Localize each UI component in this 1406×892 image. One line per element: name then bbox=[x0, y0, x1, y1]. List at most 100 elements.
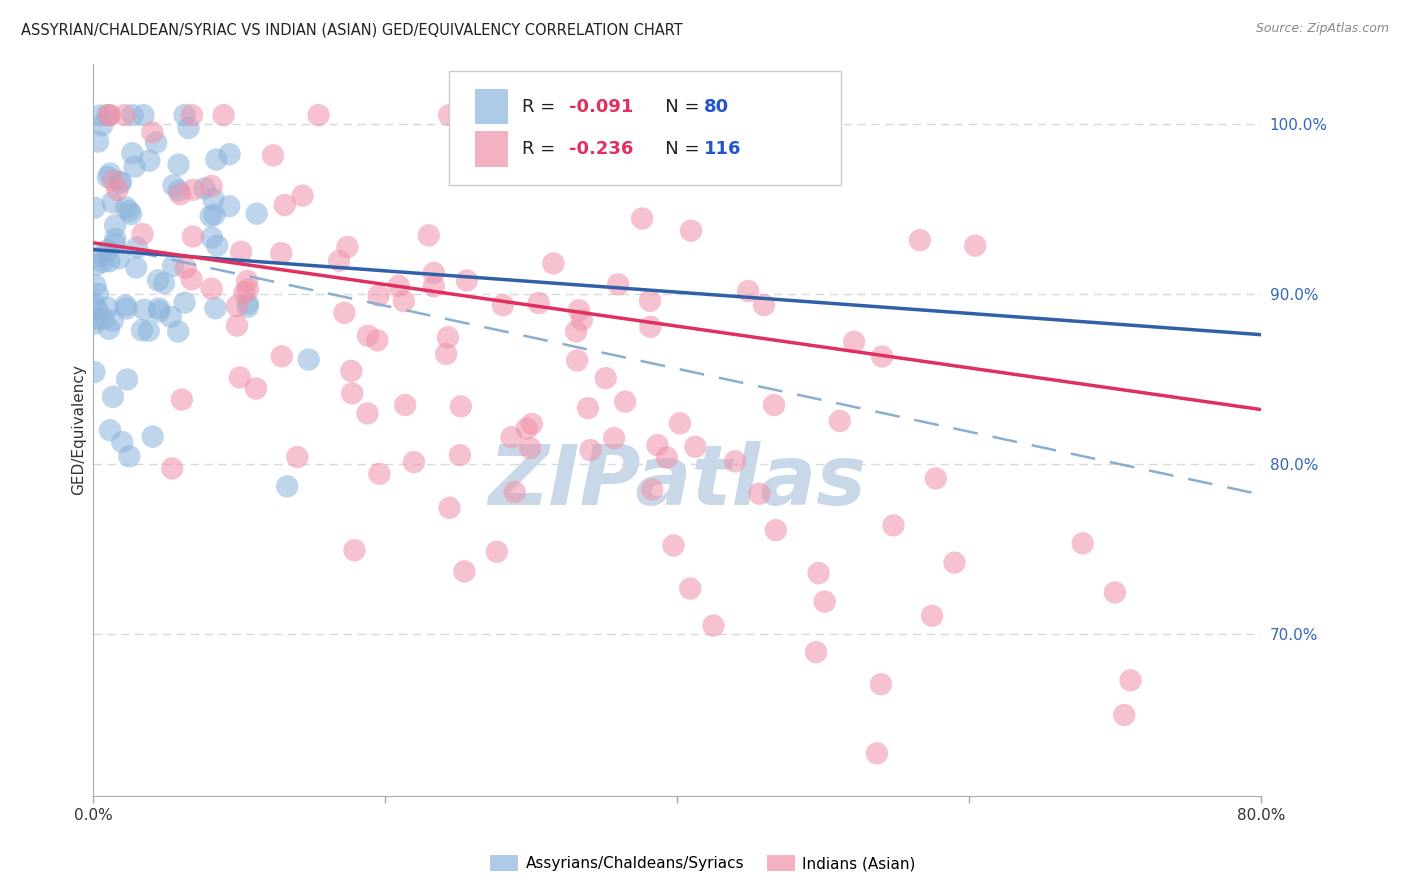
Point bbox=[437, 330, 460, 344]
Point bbox=[177, 120, 200, 135]
Point bbox=[170, 392, 193, 407]
Text: -0.236: -0.236 bbox=[568, 140, 633, 158]
Point bbox=[114, 298, 136, 312]
Point bbox=[752, 298, 775, 312]
Point bbox=[83, 365, 105, 379]
Point bbox=[103, 174, 125, 188]
Point bbox=[763, 398, 786, 412]
Point bbox=[262, 148, 284, 162]
Point bbox=[205, 153, 228, 167]
Point bbox=[131, 227, 153, 241]
Point bbox=[434, 347, 457, 361]
Point bbox=[538, 133, 561, 147]
Point bbox=[101, 390, 124, 404]
Point bbox=[418, 228, 440, 243]
Point bbox=[91, 254, 114, 268]
Point bbox=[138, 153, 160, 168]
Point bbox=[765, 523, 787, 537]
Point bbox=[392, 294, 415, 309]
Point bbox=[640, 319, 662, 334]
Point bbox=[647, 438, 669, 452]
Point bbox=[1119, 673, 1142, 688]
Point bbox=[388, 278, 411, 293]
Point bbox=[595, 371, 617, 385]
Point bbox=[270, 246, 292, 260]
Point bbox=[201, 230, 224, 244]
Point bbox=[685, 440, 707, 454]
Point bbox=[568, 303, 591, 318]
Point bbox=[882, 518, 904, 533]
Point bbox=[167, 184, 190, 198]
Point bbox=[98, 254, 121, 268]
Point bbox=[814, 595, 837, 609]
Point bbox=[200, 209, 222, 223]
Point bbox=[614, 394, 637, 409]
Point bbox=[169, 187, 191, 202]
Point bbox=[207, 238, 229, 252]
Point bbox=[98, 423, 121, 437]
Point bbox=[807, 566, 830, 581]
Point bbox=[366, 334, 388, 348]
Text: Source: ZipAtlas.com: Source: ZipAtlas.com bbox=[1256, 22, 1389, 36]
Text: -0.091: -0.091 bbox=[568, 97, 633, 115]
Point bbox=[145, 136, 167, 150]
Text: N =: N = bbox=[648, 97, 706, 115]
Point bbox=[655, 450, 678, 465]
Point bbox=[96, 301, 118, 315]
Point bbox=[908, 233, 931, 247]
Point bbox=[96, 244, 118, 258]
Point bbox=[134, 302, 156, 317]
Point bbox=[943, 556, 966, 570]
Point bbox=[503, 484, 526, 499]
Point bbox=[148, 304, 170, 318]
Point bbox=[748, 486, 770, 500]
Point bbox=[543, 256, 565, 270]
Point bbox=[368, 467, 391, 481]
Point bbox=[162, 259, 184, 273]
Point bbox=[603, 431, 626, 445]
Point bbox=[97, 169, 120, 184]
Point bbox=[115, 372, 138, 386]
Point bbox=[202, 192, 225, 206]
Point bbox=[173, 108, 195, 122]
Point bbox=[641, 483, 664, 497]
Legend: Assyrians/Chaldeans/Syriacs, Indians (Asian): Assyrians/Chaldeans/Syriacs, Indians (As… bbox=[484, 849, 922, 877]
Point bbox=[173, 295, 195, 310]
Point bbox=[181, 229, 204, 244]
Point bbox=[212, 108, 235, 122]
Point bbox=[107, 183, 129, 197]
Point bbox=[83, 201, 105, 215]
Point bbox=[103, 236, 125, 251]
FancyBboxPatch shape bbox=[450, 71, 841, 185]
Point bbox=[737, 284, 759, 298]
Point bbox=[607, 277, 630, 292]
Point bbox=[218, 147, 240, 161]
Point bbox=[519, 441, 541, 455]
Point bbox=[565, 325, 588, 339]
Point bbox=[298, 352, 321, 367]
Point bbox=[86, 286, 108, 301]
Point bbox=[159, 310, 181, 324]
Point bbox=[226, 299, 249, 313]
Point bbox=[724, 454, 747, 468]
Point bbox=[357, 328, 380, 343]
Point bbox=[148, 301, 170, 316]
Point bbox=[108, 251, 131, 265]
Point bbox=[1114, 708, 1136, 723]
Point bbox=[181, 183, 204, 197]
Point bbox=[110, 175, 132, 189]
Point bbox=[193, 181, 215, 195]
Point bbox=[131, 323, 153, 337]
Point bbox=[527, 296, 550, 310]
Point bbox=[93, 312, 115, 326]
Point bbox=[167, 158, 190, 172]
Point bbox=[87, 135, 110, 149]
Y-axis label: GED/Equivalency: GED/Equivalency bbox=[72, 365, 86, 495]
Point bbox=[201, 178, 224, 193]
Point bbox=[233, 285, 256, 300]
Point bbox=[526, 108, 548, 122]
Point bbox=[485, 545, 508, 559]
Point bbox=[501, 430, 523, 444]
Point bbox=[146, 273, 169, 287]
Point bbox=[132, 108, 155, 122]
